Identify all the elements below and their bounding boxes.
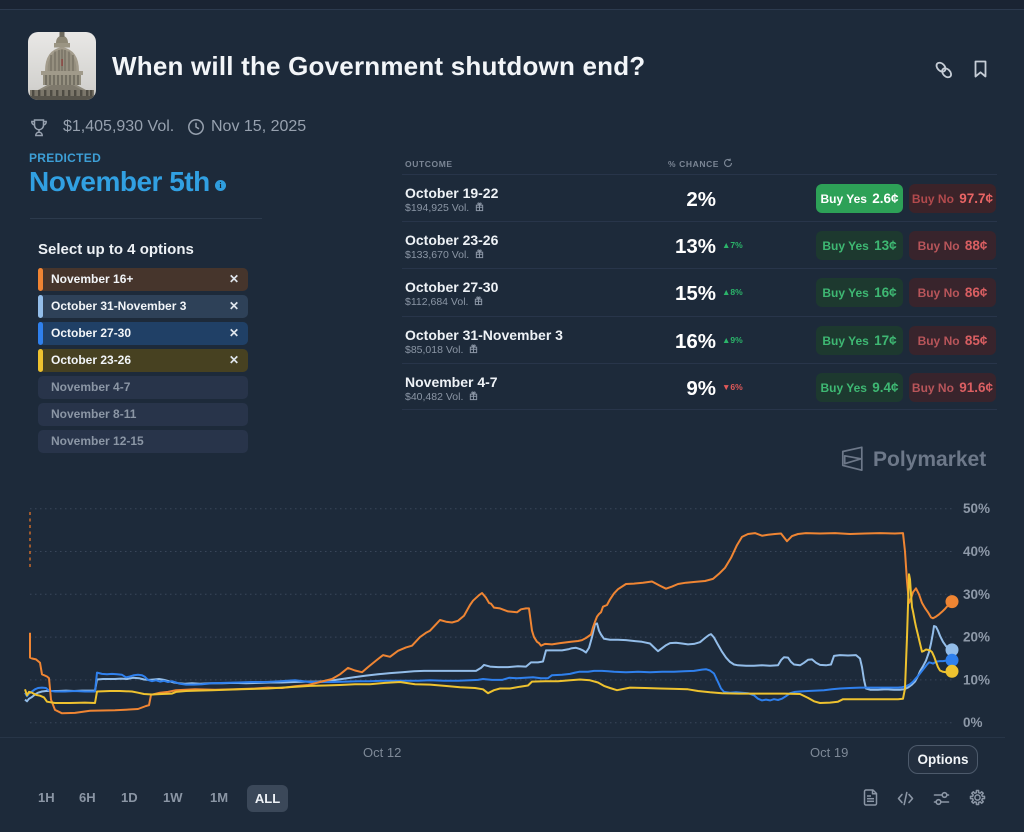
- svg-text:50%: 50%: [963, 501, 990, 516]
- svg-text:20%: 20%: [963, 630, 990, 645]
- svg-text:10%: 10%: [963, 672, 990, 687]
- svg-text:30%: 30%: [963, 587, 990, 602]
- svg-text:40%: 40%: [963, 544, 990, 559]
- svg-text:Oct 12: Oct 12: [363, 745, 401, 760]
- svg-text:0%: 0%: [963, 715, 983, 730]
- svg-text:Oct 19: Oct 19: [810, 745, 848, 760]
